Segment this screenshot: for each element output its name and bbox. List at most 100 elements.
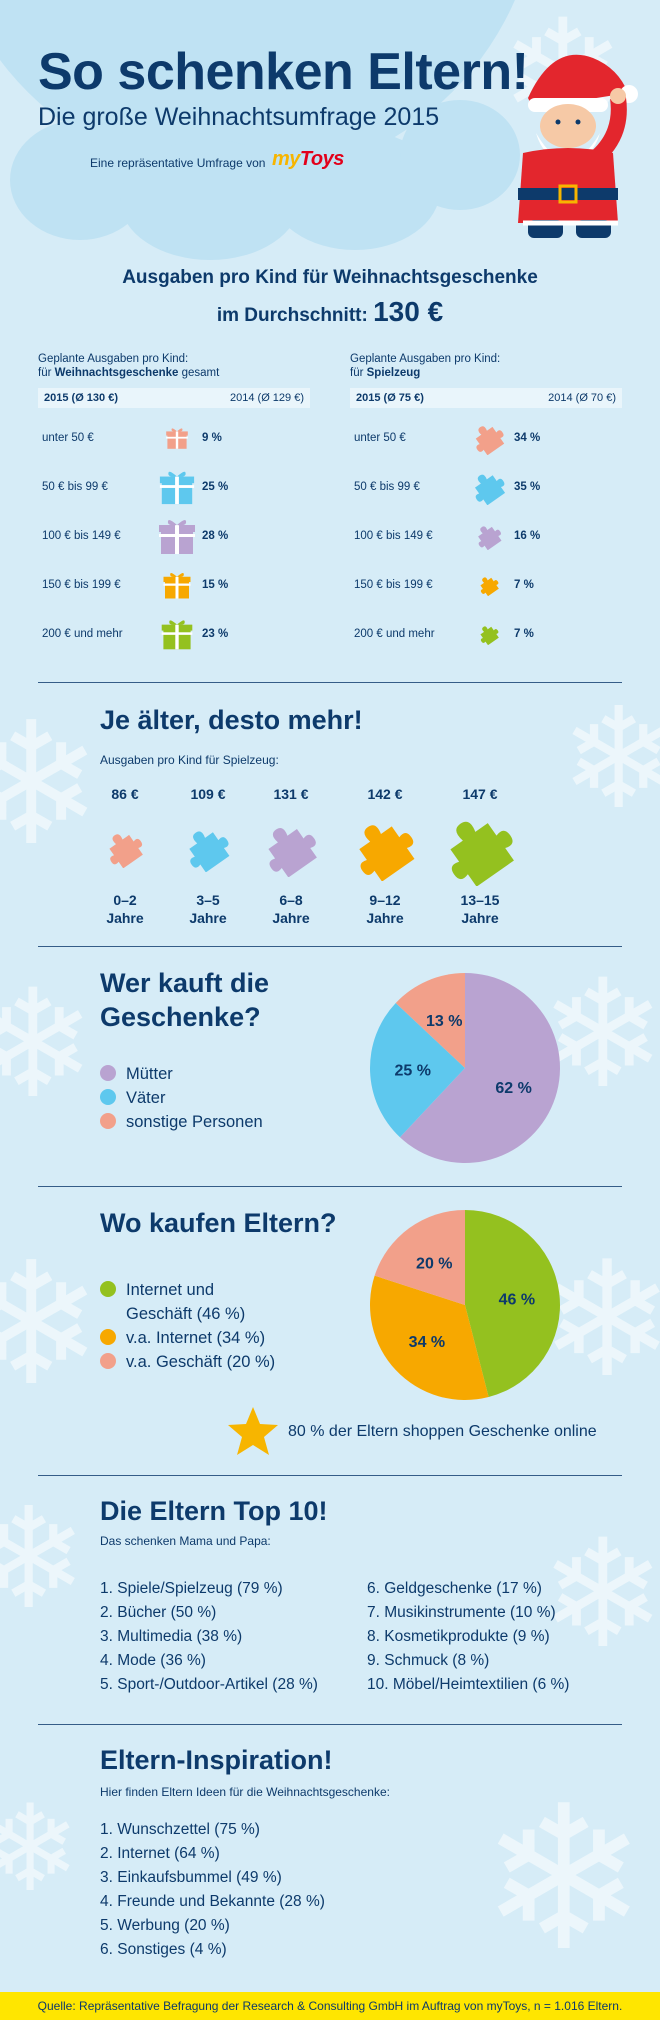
divider — [38, 682, 622, 683]
gifts-row-percent: 9 % — [202, 432, 222, 444]
buyers-legend-item: Väter — [100, 1086, 263, 1110]
snowflake-icon: ❄ — [0, 1478, 88, 1641]
top10-item: 5. Sport-/Outdoor-Artikel (28 %) — [100, 1676, 318, 1693]
average-label: im Durchschnitt: — [216, 305, 368, 326]
buyers-slice-label: 13 % — [426, 1013, 462, 1030]
gifts-head-line1: Geplante Ausgaben pro Kind: — [38, 353, 189, 365]
inspiration-title: Eltern-Inspiration! — [100, 1745, 333, 1775]
divider — [38, 1724, 622, 1725]
buyers-legend-item: Mütter — [100, 1062, 263, 1086]
snowflake-icon: ❄ — [540, 1508, 660, 1682]
buyers-slice-label: 25 % — [395, 1063, 431, 1080]
toys-year-prev: 2014 (Ø 70 €) — [548, 392, 616, 404]
toys-column: Geplante Ausgaben pro Kind: für Spielzeu… — [350, 352, 622, 408]
gifts-row-percent: 25 % — [202, 481, 229, 493]
buyers-slice-label: 62 % — [495, 1080, 531, 1097]
inspiration-item: 2. Internet (64 %) — [100, 1845, 220, 1862]
shopping-legend-label: Internet und — [126, 1281, 215, 1299]
toys-row: unter 50 € 34 % — [354, 418, 540, 458]
puzzle-icon — [268, 828, 317, 878]
buyers-legend-label: Mütter — [126, 1065, 173, 1083]
gifts-column: Geplante Ausgaben pro Kind: für Weihnach… — [38, 352, 310, 408]
mytoys-logo: myToys — [272, 148, 344, 171]
santa-illustration — [518, 54, 638, 238]
buyers-legend-label: sonstige Personen — [126, 1113, 263, 1131]
top10-item: 7. Musikinstrumente (10 %) — [367, 1604, 556, 1621]
buyers-title: Wer kauft die Geschenke? — [100, 966, 269, 1034]
logo-toys: Toys — [299, 148, 344, 170]
toys-row-icon — [464, 469, 514, 505]
puzzle-icon — [359, 825, 415, 882]
gifts-row-label: 150 € bis 199 € — [42, 579, 121, 591]
gifts-row-label: 200 € und mehr — [42, 628, 123, 640]
toys-row: 200 € und mehr 7 % — [354, 614, 534, 654]
snowflake-icon: ❄ — [540, 1226, 660, 1413]
shopping-slice-label: 46 % — [499, 1291, 535, 1308]
toys-row-label: unter 50 € — [354, 432, 406, 444]
toys-row-icon — [464, 522, 514, 550]
gifts-row-icon — [152, 617, 202, 651]
average-value: 130 € — [373, 296, 444, 327]
top10-list-right: 6. Geldgeschenke (17 %) 7. Musikinstrumen… — [367, 1577, 569, 1697]
divider — [38, 1475, 622, 1476]
age-puzzle — [262, 819, 320, 882]
gifts-year-prev: 2014 (Ø 129 €) — [230, 392, 304, 404]
age-unit: Jahre — [106, 910, 144, 926]
snowflake-icon: ❄ — [0, 1780, 81, 1919]
divider — [38, 1186, 622, 1187]
top10-item: 2. Bücher (50 %) — [100, 1604, 217, 1621]
gifts-row: 200 € und mehr 23 % — [42, 614, 228, 654]
toys-row-label: 150 € bis 199 € — [354, 579, 433, 591]
toys-row-percent: 34 % — [514, 432, 541, 444]
gifts-head-line2: für Weihnachtsgeschenke gesamt — [38, 366, 310, 380]
page-subtitle: Die große Weihnachtsumfrage 2015 — [38, 103, 440, 131]
shopping-slice-label: 34 % — [409, 1334, 445, 1351]
gifts-row-label: 50 € bis 99 € — [42, 481, 108, 493]
age-unit: Jahre — [272, 910, 310, 926]
age-amount: 147 € — [462, 786, 498, 802]
toys-row: 50 € bis 99 € 35 % — [354, 467, 540, 507]
gifts-year-bar: 2015 (Ø 130 €) 2014 (Ø 129 €) — [38, 388, 310, 408]
inspiration-item: 3. Einkaufsbummel (49 %) — [100, 1869, 282, 1886]
buyers-title-line1: Wer kauft die — [100, 968, 270, 998]
toys-row-percent: 35 % — [514, 481, 541, 493]
top10-list-left: 1. Spiele/Spielzeug (79 %) 2. Bücher (50 … — [100, 1577, 318, 1697]
buyers-title-line2: Geschenke? — [100, 1002, 261, 1032]
inspiration-list: 1. Wunschzettel (75 %) 2. Internet (64 %)… — [100, 1818, 325, 1962]
shopping-pie-chart: 46 % 34 % 20 % — [370, 1210, 560, 1400]
buyers-legend-dot — [100, 1065, 116, 1081]
age-range: 3–5 — [196, 892, 220, 908]
spending-average: im Durchschnitt: 130 € — [0, 296, 660, 328]
divider — [38, 946, 622, 947]
page-title: So schenken Eltern! — [38, 43, 529, 101]
age-puzzle — [184, 824, 232, 877]
toys-row-percent: 16 % — [514, 530, 541, 542]
toys-row-icon — [464, 623, 514, 645]
gift-icon — [163, 572, 191, 599]
gift-icon — [166, 428, 188, 449]
puzzle-icon — [478, 526, 502, 550]
gifts-row-icon — [152, 516, 202, 556]
top10-item: 10. Möbel/Heimtextilien (6 %) — [367, 1676, 570, 1693]
age-caption: Ausgaben pro Kind für Spielzeug: — [100, 753, 279, 767]
toys-head-line1: Geplante Ausgaben pro Kind: — [350, 353, 501, 365]
puzzle-icon — [474, 474, 506, 505]
inspiration-item: 5. Werbung (20 %) — [100, 1917, 230, 1934]
buyers-slice — [370, 1002, 465, 1138]
age-range: 6–8 — [279, 892, 303, 908]
toys-head-prefix: für — [350, 367, 367, 379]
age-unit: Jahre — [366, 910, 404, 926]
survey-note: Eine repräsentative Umfrage von — [90, 156, 266, 170]
toys-row-label: 200 € und mehr — [354, 628, 435, 640]
top10-item: 1. Spiele/Spielzeug (79 %) — [100, 1580, 283, 1597]
buyers-slice — [395, 973, 465, 1068]
gifts-row: 50 € bis 99 € 25 % — [42, 467, 228, 507]
spending-headline: Ausgaben pro Kind für Weihnachtsgeschenk… — [122, 267, 538, 288]
toys-year-bar: 2015 (Ø 75 €) 2014 (Ø 70 €) — [350, 388, 622, 408]
top10-item: 8. Kosmetikprodukte (9 %) — [367, 1628, 550, 1645]
gifts-year-current: 2015 (Ø 130 €) — [44, 392, 118, 404]
gifts-row-icon — [152, 426, 202, 450]
age-unit: Jahre — [461, 910, 499, 926]
puzzle-icon — [480, 577, 499, 596]
